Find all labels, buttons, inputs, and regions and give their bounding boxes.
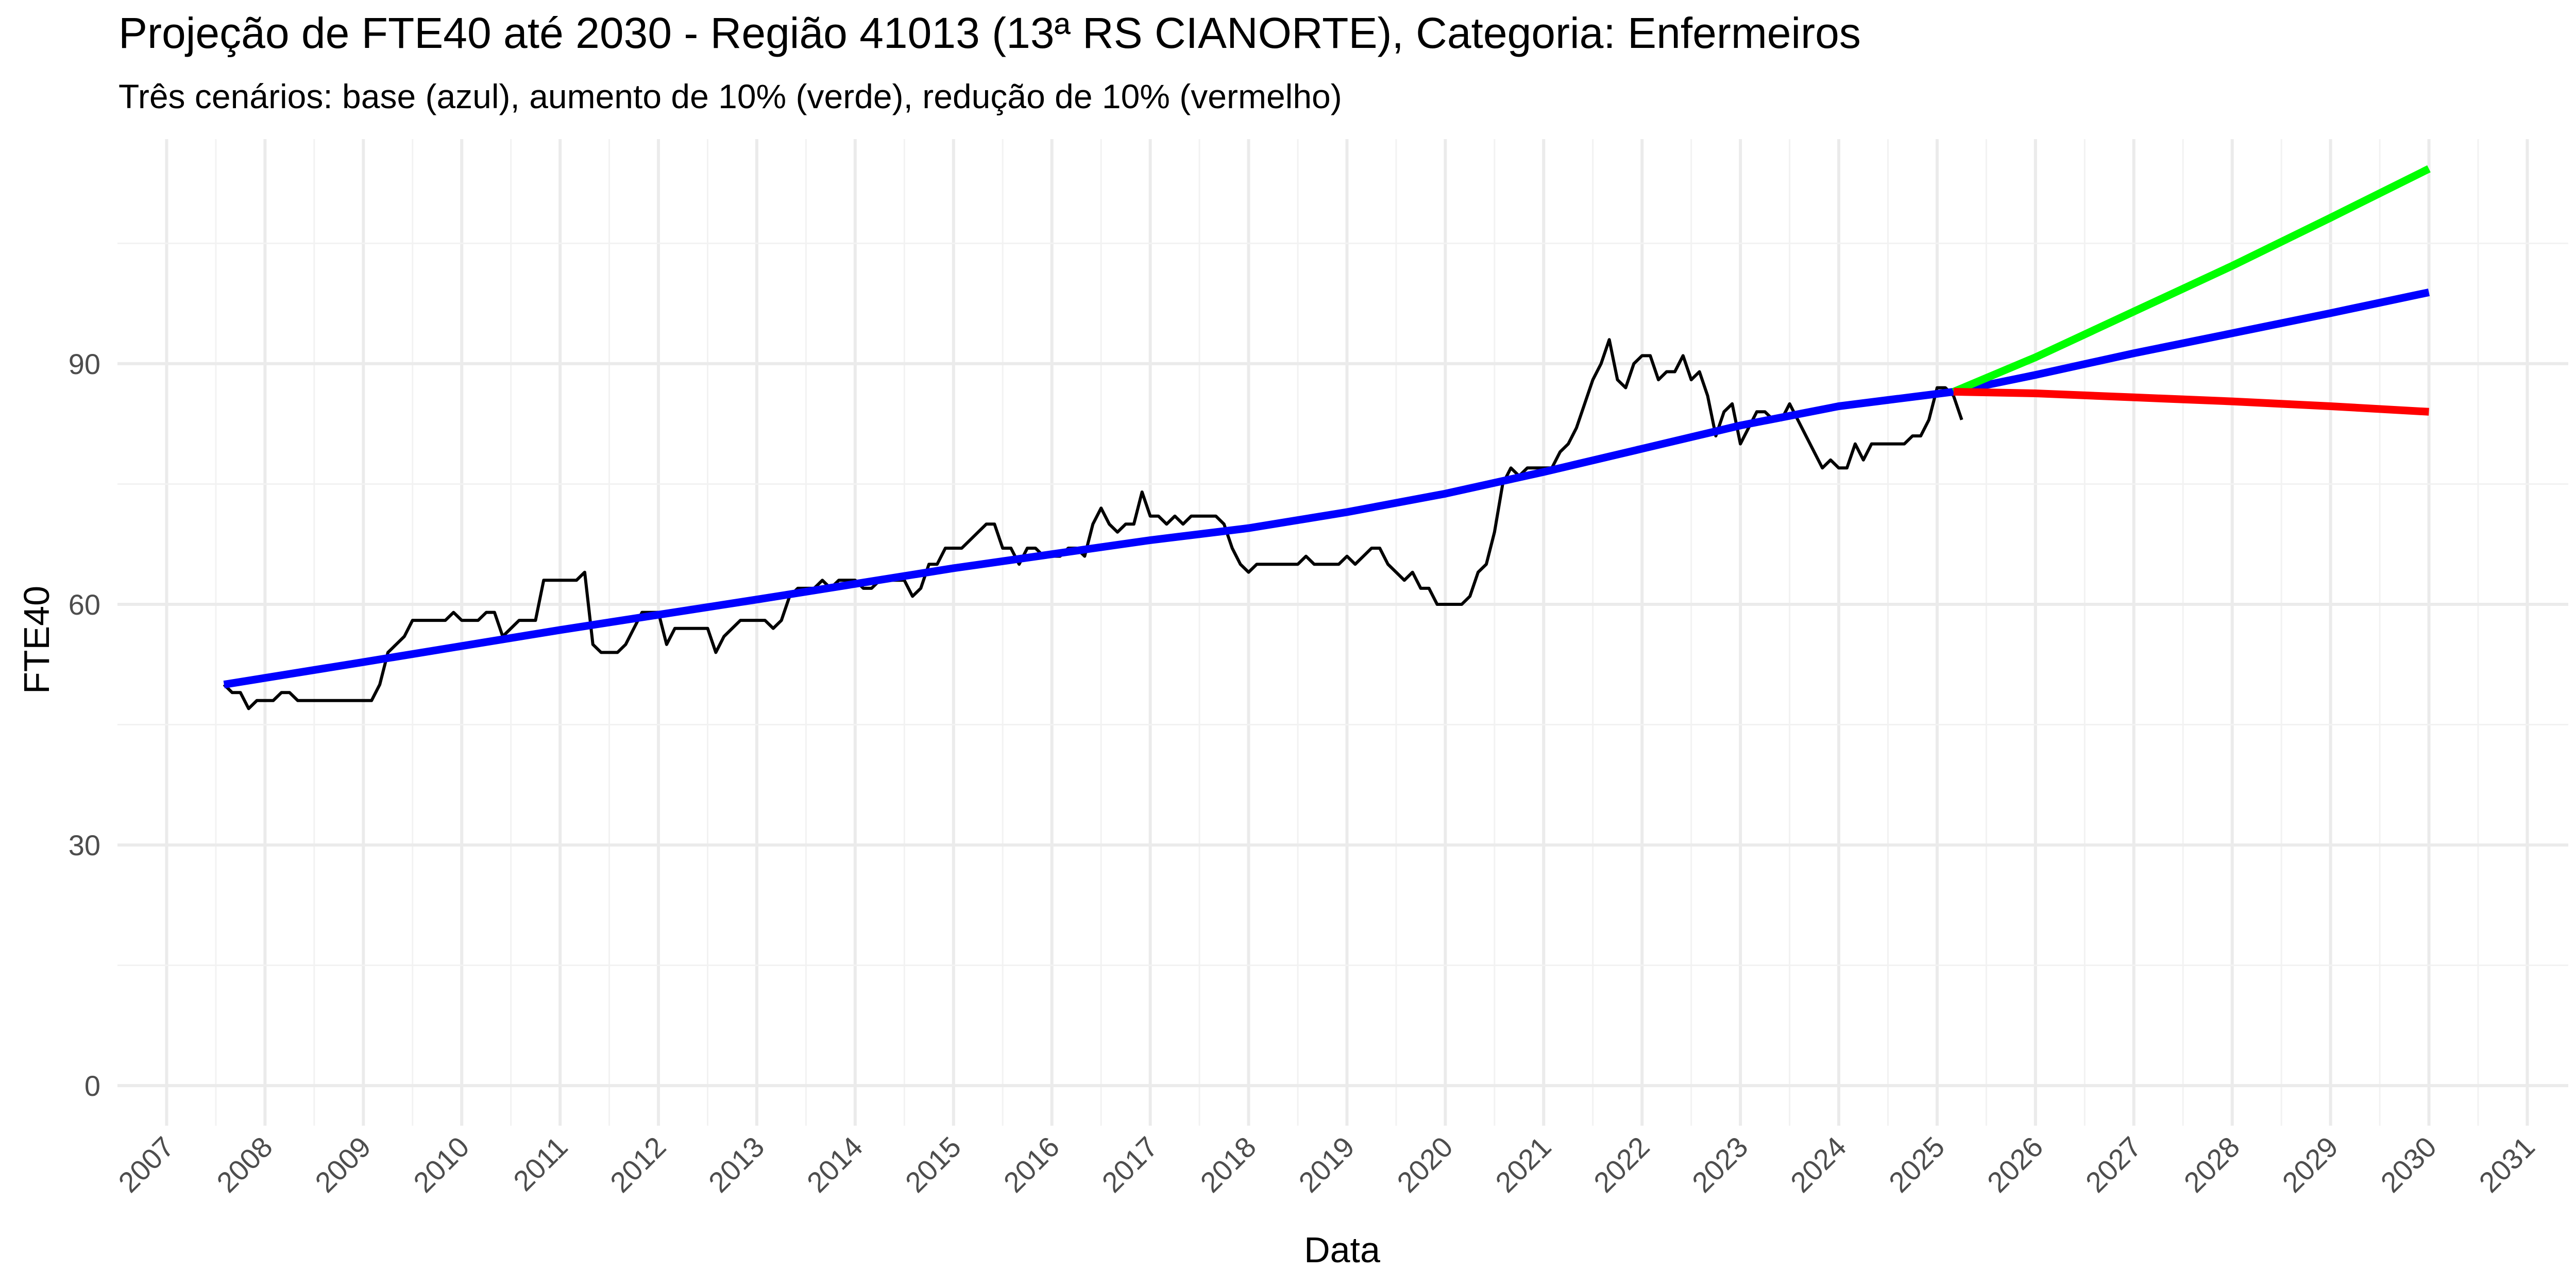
y-axis-ticks: 0 30 60 90 (69, 348, 100, 1102)
x-tick-label: 2009 (309, 1130, 377, 1199)
x-tick-label: 2017 (1095, 1130, 1164, 1199)
x-tick-label: 2015 (899, 1130, 968, 1199)
x-tick-label: 2020 (1391, 1130, 1459, 1199)
chart-title: Projeção de FTE40 até 2030 - Região 4101… (118, 9, 1861, 57)
x-tick-label: 2010 (407, 1130, 476, 1199)
x-tick-label: 2024 (1784, 1130, 1853, 1199)
x-tick-label: 2011 (507, 1130, 574, 1197)
x-tick-label: 2023 (1686, 1130, 1754, 1199)
x-tick-label: 2018 (1194, 1130, 1262, 1199)
x-tick-label: 2016 (997, 1130, 1066, 1199)
grid (117, 139, 2568, 1126)
chart-subtitle: Três cenários: base (azul), aumento de 1… (118, 77, 1342, 115)
x-tick-label: 2027 (2079, 1130, 2148, 1199)
x-tick-label: 2013 (702, 1130, 771, 1199)
x-axis-ticks: 2007 2008 2009 2010 2011 2012 2013 2014 2015 2016… (112, 1130, 2541, 1199)
x-tick-label: 2007 (112, 1130, 180, 1199)
y-axis-title: FTE40 (16, 586, 57, 694)
x-tick-label: 2012 (604, 1130, 672, 1199)
series-group (223, 165, 2431, 710)
x-tick-label: 2021 (1489, 1130, 1557, 1199)
series-observed-line (223, 338, 1963, 710)
x-tick-label: 2025 (1883, 1130, 1951, 1199)
x-tick-label: 2022 (1587, 1130, 1656, 1199)
series-increase-line (1952, 165, 2431, 396)
x-tick-label: 2019 (1292, 1130, 1361, 1199)
x-tick-label: 2028 (2178, 1130, 2246, 1199)
series-base-line (223, 289, 2430, 689)
y-tick-label: 60 (69, 588, 100, 621)
x-tick-label: 2026 (1981, 1130, 2049, 1199)
x-tick-label: 2030 (2374, 1130, 2443, 1199)
x-tick-label: 2008 (210, 1130, 279, 1199)
x-tick-label: 2029 (2276, 1130, 2344, 1199)
y-tick-label: 0 (84, 1070, 100, 1102)
x-tick-label: 2014 (801, 1130, 869, 1199)
y-tick-label: 90 (69, 348, 100, 380)
series-decrease-line (1953, 387, 2429, 416)
x-axis-title: Data (1304, 1230, 1380, 1270)
x-tick-label: 2031 (2472, 1130, 2541, 1199)
y-tick-label: 30 (69, 829, 100, 861)
